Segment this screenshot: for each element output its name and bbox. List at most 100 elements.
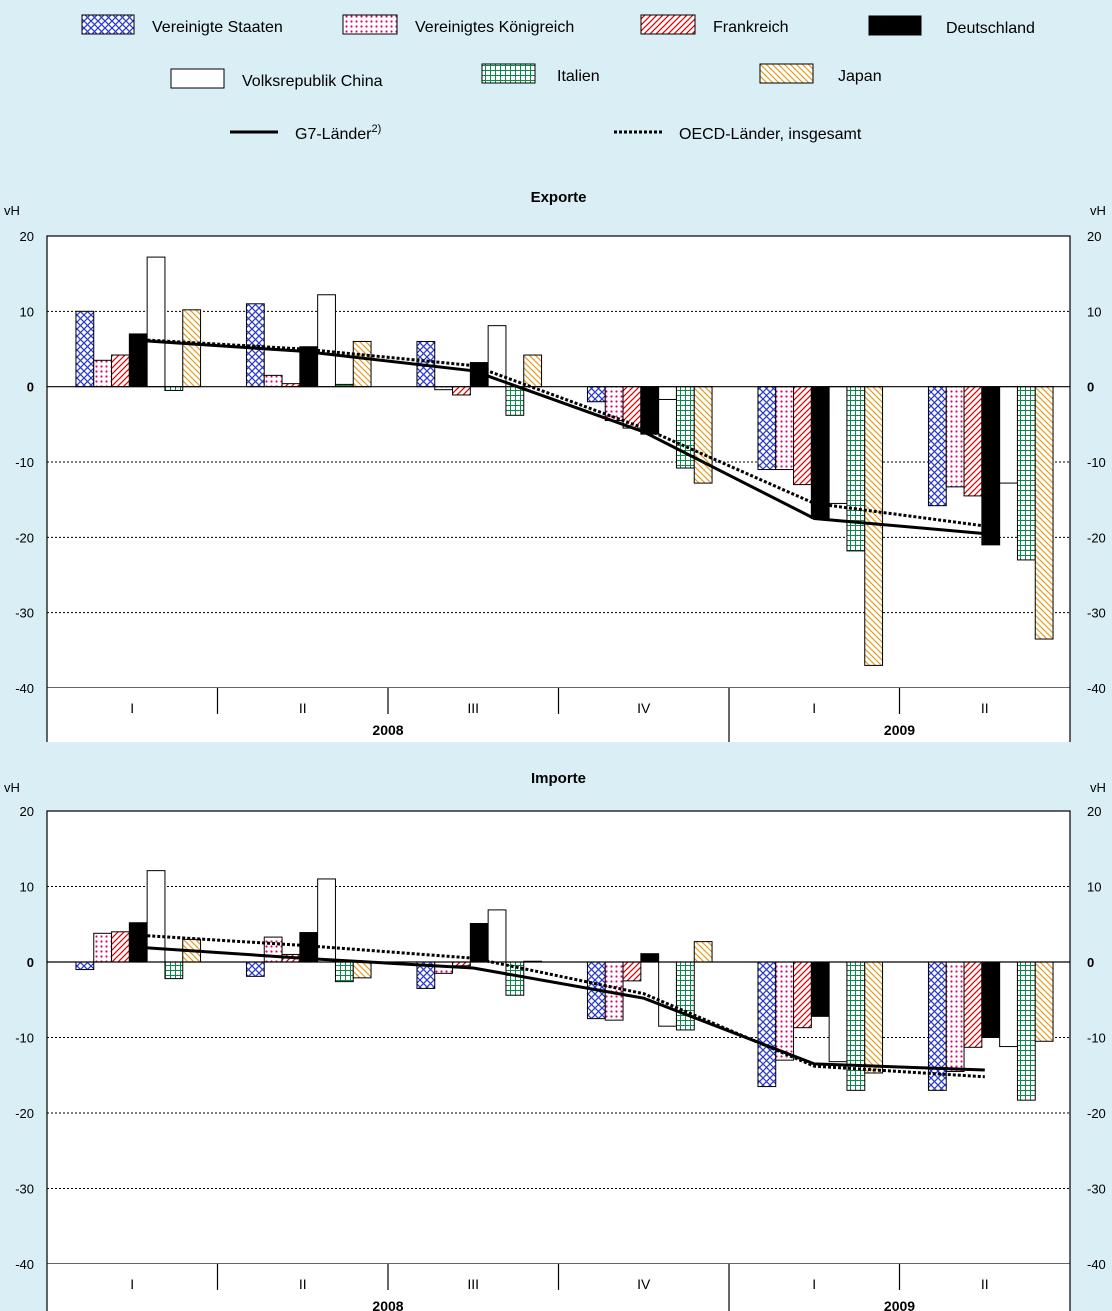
y-tick-label-right: 10 xyxy=(1087,304,1101,319)
bar-vereinigte-staaten-0 xyxy=(75,961,95,971)
bar-japan-1 xyxy=(352,961,372,979)
legend-swatch-volksrepublik-china xyxy=(170,68,225,89)
y-tick-label-left: -40 xyxy=(15,1257,34,1272)
bar-deutschland-4 xyxy=(810,961,830,1017)
legend-swatch-japan xyxy=(759,63,814,84)
y-axis-unit-left: vH xyxy=(4,780,20,795)
legend-label-vereinigtes-koenigreich: Vereinigtes Königreich xyxy=(415,19,574,36)
chart-title: Importe xyxy=(531,770,586,787)
y-tick-label-right: -40 xyxy=(1087,1257,1106,1272)
bar-deutschland-3 xyxy=(640,953,660,963)
bar-japan-2 xyxy=(523,354,543,388)
bar-vereinigtes-koenigreich-4 xyxy=(775,386,795,471)
bar-volksrepublik-china-2 xyxy=(487,909,507,963)
bar-deutschland-3 xyxy=(640,386,660,435)
legend-label-japan: Japan xyxy=(838,68,882,85)
legend-swatch-vereinigtes-koenigreich xyxy=(342,14,398,35)
legend: Vereinigte Staaten Vereinigtes Königreic… xyxy=(81,14,1035,143)
series-vereinigte-staaten xyxy=(75,961,947,1091)
y-tick-label-left: -10 xyxy=(15,1031,34,1046)
bar-vereinigte-staaten-5 xyxy=(927,386,947,507)
line-g7-laender xyxy=(132,338,985,536)
x-category-label: III xyxy=(467,700,479,716)
y-tick-label-left: -30 xyxy=(15,1182,34,1197)
x-category-label: II xyxy=(981,1276,989,1292)
bar-volksrepublik-china-3 xyxy=(658,961,677,1027)
bar-vereinigtes-koenigreich-0 xyxy=(93,932,113,963)
legend-item-deutschland: Deutschland xyxy=(868,15,1035,37)
y-tick-label-right: 0 xyxy=(1087,955,1094,970)
y-tick-label-left: 20 xyxy=(20,229,34,244)
bar-italien-5 xyxy=(1016,961,1036,1101)
bar-deutschland-5 xyxy=(981,961,1001,1038)
bar-volksrepublik-china-3 xyxy=(658,386,677,400)
y-tick-label-right: -20 xyxy=(1087,1106,1106,1121)
bar-volksrepublik-china-0 xyxy=(146,256,166,388)
bar-italien-5 xyxy=(1016,386,1036,561)
bar-volksrepublik-china-4 xyxy=(828,961,848,1063)
bar-italien-4 xyxy=(846,961,866,1091)
bar-frankreich-4 xyxy=(793,386,812,486)
bar-vereinigtes-koenigreich-5 xyxy=(945,961,965,1072)
line-g7-laender xyxy=(132,945,985,1072)
legend-label-deutschland: Deutschland xyxy=(946,20,1035,37)
panel-importe: Importe vH vH -40 -40 -30 -30 -20 -20 -10 -10 0 0 10 1… xyxy=(4,770,1106,1311)
legend-item-japan: Japan xyxy=(759,63,882,85)
y-tick-label-left: 20 xyxy=(20,804,34,819)
bar-volksrepublik-china-5 xyxy=(999,961,1018,1048)
y-axis-unit-left: vH xyxy=(4,203,20,218)
bar-italien-2 xyxy=(505,386,525,416)
bar-japan-0 xyxy=(182,309,202,388)
bar-japan-3 xyxy=(693,386,713,484)
y-tick-label-right: -30 xyxy=(1087,606,1106,621)
legend-item-volksrepublik-china: Volksrepublik China xyxy=(170,68,383,90)
bar-italien-1 xyxy=(334,961,354,983)
bar-frankreich-5 xyxy=(963,386,983,497)
y-tick-label-right: -10 xyxy=(1087,1031,1106,1046)
bar-vereinigte-staaten-1 xyxy=(245,961,265,977)
series-vereinigte-staaten xyxy=(75,303,947,507)
legend-label-frankreich: Frankreich xyxy=(713,19,789,36)
bar-deutschland-2 xyxy=(469,922,489,963)
y-tick-label-left: -10 xyxy=(15,455,34,470)
line-oecd-laender-insgesamt xyxy=(132,933,985,1079)
y-tick-label-left: 10 xyxy=(20,304,34,319)
bar-frankreich-3 xyxy=(622,961,642,982)
bar-frankreich-2 xyxy=(452,386,471,396)
bar-italien-0 xyxy=(164,961,184,980)
y-tick-label-right: -10 xyxy=(1087,455,1106,470)
bar-volksrepublik-china-1 xyxy=(317,294,336,388)
bar-volksrepublik-china-4 xyxy=(828,386,848,504)
x-category-label: III xyxy=(467,1276,479,1292)
bar-deutschland-0 xyxy=(128,922,148,963)
y-axis-unit-right: vH xyxy=(1090,780,1106,795)
bar-japan-5 xyxy=(1034,386,1054,640)
series-deutschland xyxy=(128,333,1001,546)
bar-frankreich-0 xyxy=(111,354,130,388)
bar-vereinigtes-koenigreich-5 xyxy=(945,386,965,488)
bar-deutschland-5 xyxy=(981,386,1001,546)
legend-label-oecd: OECD-Länder, insgesamt xyxy=(679,126,862,143)
x-category-label: II xyxy=(299,1276,307,1292)
y-tick-label-right: 0 xyxy=(1087,380,1094,395)
series-frankreich xyxy=(111,354,983,497)
bar-vereinigtes-koenigreich-1 xyxy=(263,374,283,388)
y-tick-label-right: 20 xyxy=(1087,229,1101,244)
bar-italien-4 xyxy=(846,386,866,552)
y-tick-label-left: 0 xyxy=(27,380,34,395)
bar-vereinigte-staaten-0 xyxy=(75,310,95,388)
x-category-label: I xyxy=(130,1276,134,1292)
bar-vereinigte-staaten-3 xyxy=(586,386,606,403)
x-category-label: I xyxy=(812,700,816,716)
x-category-label: I xyxy=(130,700,134,716)
bar-frankreich-5 xyxy=(963,961,983,1048)
x-category-label: II xyxy=(299,700,307,716)
bar-vereinigte-staaten-4 xyxy=(757,961,777,1088)
x-category-label: I xyxy=(812,1276,816,1292)
bar-japan-4 xyxy=(864,386,884,666)
panels: Exporte vH vH -40 -40 -30 -30 -20 -20 -10 -10 0 0 10 1… xyxy=(4,189,1106,1311)
legend-swatch-frankreich xyxy=(640,14,696,35)
bar-vereinigte-staaten-4 xyxy=(757,386,777,471)
bar-japan-5 xyxy=(1034,961,1054,1042)
